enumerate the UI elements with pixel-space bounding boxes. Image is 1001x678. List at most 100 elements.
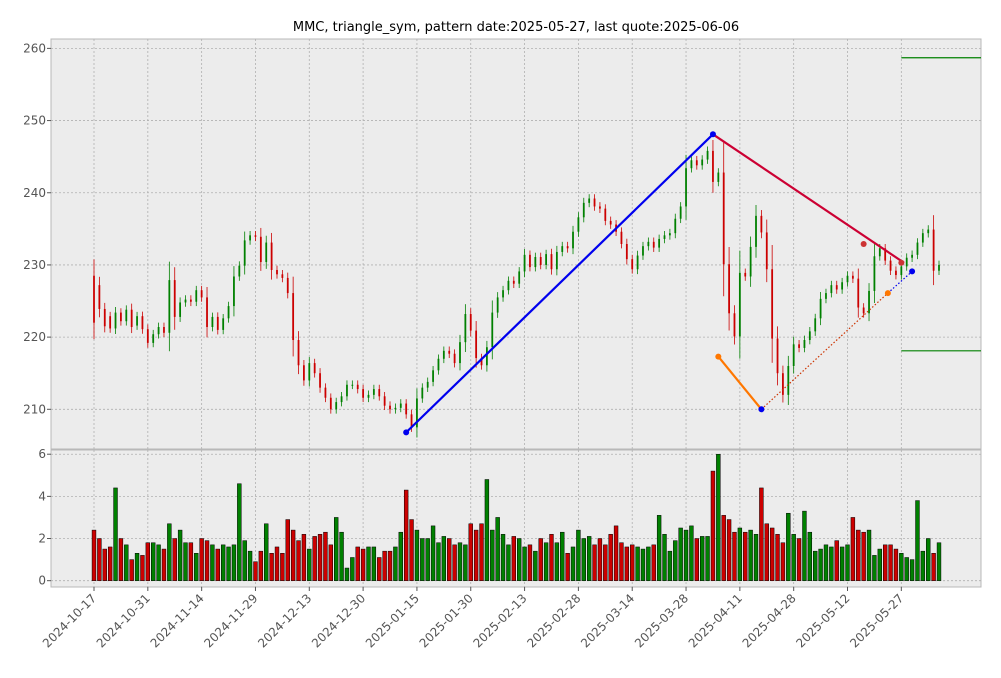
volume-bar bbox=[430, 525, 436, 581]
volume-bar bbox=[231, 544, 237, 581]
volume-bar bbox=[403, 489, 409, 581]
volume-bar bbox=[452, 544, 457, 581]
candle-body bbox=[351, 384, 354, 386]
price-tick-label: 230 bbox=[23, 258, 46, 272]
candle-body bbox=[577, 217, 580, 232]
candle-body bbox=[152, 334, 155, 343]
candle-body bbox=[609, 220, 612, 225]
candle-body bbox=[480, 358, 483, 366]
candle-body bbox=[539, 256, 542, 265]
candle-body bbox=[378, 389, 381, 397]
volume-bar bbox=[872, 555, 877, 581]
candle-body bbox=[109, 316, 112, 329]
volume-bar bbox=[204, 540, 210, 581]
candle-body bbox=[233, 276, 235, 307]
volume-bar bbox=[581, 538, 586, 581]
candle-body bbox=[200, 290, 203, 298]
volume-tick-label: 6 bbox=[38, 447, 46, 461]
candle-body bbox=[136, 316, 138, 326]
volume-bar bbox=[140, 555, 145, 581]
volume-bar bbox=[839, 546, 845, 581]
volume-tick-label: 4 bbox=[38, 489, 46, 503]
volume-bar bbox=[786, 512, 791, 581]
volume-bar bbox=[484, 479, 490, 581]
candle-body bbox=[555, 251, 558, 270]
candle-body bbox=[857, 278, 860, 308]
candle-body bbox=[281, 274, 284, 278]
candle-body bbox=[329, 397, 332, 410]
pattern-point bbox=[909, 268, 916, 275]
candle-body bbox=[303, 365, 305, 381]
volume-bar bbox=[490, 529, 495, 581]
volume-bar bbox=[151, 542, 156, 581]
volume-bar bbox=[737, 527, 743, 581]
candle-body bbox=[873, 256, 876, 291]
candle-body bbox=[426, 381, 429, 388]
volume-bar bbox=[791, 534, 796, 581]
candle-body bbox=[442, 350, 445, 359]
volume-bar bbox=[651, 544, 656, 581]
volume-bar bbox=[102, 548, 107, 581]
candle-body bbox=[900, 266, 903, 276]
volume-bar bbox=[850, 517, 856, 581]
candle-body bbox=[93, 275, 95, 323]
candle-body bbox=[722, 172, 725, 265]
volume-bar bbox=[533, 550, 538, 581]
candle-body bbox=[485, 347, 488, 366]
candle-body bbox=[249, 235, 251, 241]
volume-bar bbox=[710, 470, 716, 581]
candle-body bbox=[620, 231, 623, 244]
volume-bar bbox=[280, 553, 285, 581]
candle-body bbox=[636, 255, 639, 270]
volume-bar bbox=[759, 487, 764, 581]
candle-body bbox=[738, 272, 741, 337]
volume-bar bbox=[926, 538, 931, 581]
candle-body bbox=[227, 306, 230, 319]
candle-body bbox=[141, 316, 144, 330]
candle-body bbox=[744, 272, 747, 277]
volume-bar bbox=[920, 550, 926, 581]
price-tick-label: 210 bbox=[23, 402, 46, 416]
candle-body bbox=[319, 373, 321, 388]
candle-body bbox=[642, 246, 644, 256]
volume-bar bbox=[436, 542, 441, 581]
candle-body bbox=[103, 308, 106, 327]
candle-body bbox=[566, 246, 569, 249]
candle-body bbox=[884, 248, 887, 261]
candle-body bbox=[114, 312, 117, 329]
volume-bar bbox=[242, 540, 247, 581]
volume-bar bbox=[699, 536, 705, 581]
candle-body bbox=[270, 242, 273, 270]
candle-body bbox=[755, 215, 757, 247]
candle-body bbox=[448, 350, 451, 354]
candle-body bbox=[243, 240, 246, 266]
candle-body bbox=[98, 285, 101, 309]
candle-body bbox=[410, 414, 413, 428]
volume-bar bbox=[393, 546, 398, 581]
candle-body bbox=[346, 384, 348, 397]
volume-tick-label: 0 bbox=[38, 574, 46, 588]
volume-bar bbox=[543, 542, 549, 581]
volume-bar bbox=[732, 531, 737, 581]
price-tick-label: 250 bbox=[23, 114, 46, 128]
candle-body bbox=[582, 202, 585, 218]
volume-bar bbox=[856, 529, 861, 581]
candle-body bbox=[335, 402, 338, 410]
candle-body bbox=[593, 198, 596, 207]
volume-bar bbox=[630, 544, 635, 581]
candle-body bbox=[814, 318, 817, 332]
volume-bar bbox=[646, 546, 651, 581]
candle-body bbox=[572, 231, 574, 249]
price-tick-label: 240 bbox=[23, 186, 46, 200]
volume-bar bbox=[813, 550, 818, 581]
volume-bar bbox=[118, 538, 124, 581]
candle-body bbox=[507, 280, 510, 291]
volume-bar bbox=[457, 542, 463, 581]
candle-body bbox=[631, 259, 634, 270]
volume-bar bbox=[716, 453, 721, 581]
volume-bar bbox=[398, 531, 403, 581]
volume-bar bbox=[899, 553, 904, 581]
candle-body bbox=[276, 269, 278, 275]
volume-bar bbox=[161, 548, 167, 581]
candle-body bbox=[372, 389, 375, 395]
